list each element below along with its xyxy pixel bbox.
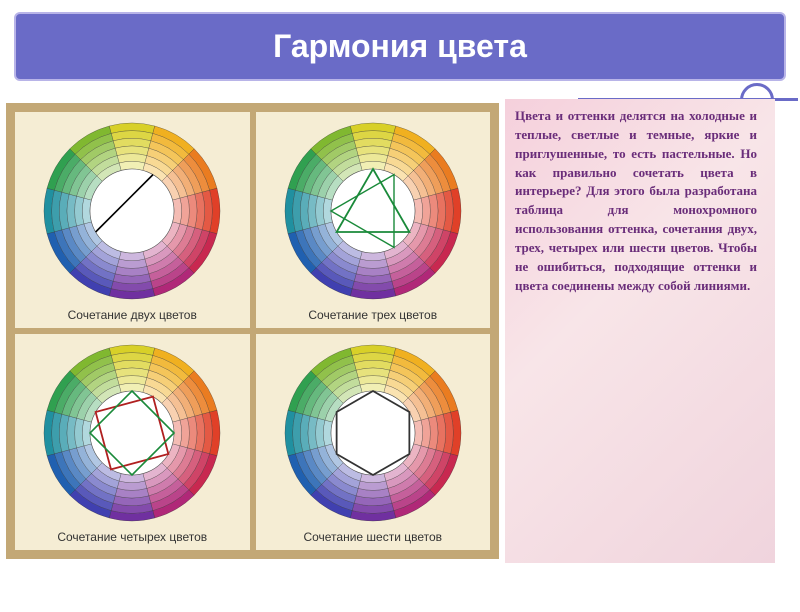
page-title: Гармония цвета <box>273 28 527 64</box>
color-wheel-two-icon <box>22 118 242 304</box>
wheel-cell-three: Сочетание трех цветов <box>256 112 491 328</box>
title-bar: Гармония цвета <box>14 12 786 81</box>
content-row: Сочетание двух цветов Сочетание трех цве… <box>0 99 800 563</box>
body-text: Цвета и оттенки делятся на холодные и те… <box>515 107 757 295</box>
wheel-cell-two: Сочетание двух цветов <box>15 112 250 328</box>
wheel-cell-six: Сочетание шести цветов <box>256 334 491 550</box>
wheel-canvas-three <box>263 118 483 304</box>
wheel-cell-four: Сочетание четырех цветов <box>15 334 250 550</box>
wheels-section: Сочетание двух цветов Сочетание трех цве… <box>0 99 505 563</box>
color-wheel-three-icon <box>263 118 483 304</box>
wheel-caption-three: Сочетание трех цветов <box>262 308 485 322</box>
wheel-canvas-six <box>263 340 483 526</box>
wheel-canvas-two <box>22 118 242 304</box>
wheel-caption-four: Сочетание четырех цветов <box>21 530 244 544</box>
text-section: Цвета и оттенки делятся на холодные и те… <box>505 99 775 563</box>
wheels-grid: Сочетание двух цветов Сочетание трех цве… <box>6 103 499 559</box>
wheel-canvas-four <box>22 340 242 526</box>
color-wheel-four-icon <box>22 340 242 526</box>
wheel-caption-two: Сочетание двух цветов <box>21 308 244 322</box>
wheel-caption-six: Сочетание шести цветов <box>262 530 485 544</box>
color-wheel-six-icon <box>263 340 483 526</box>
